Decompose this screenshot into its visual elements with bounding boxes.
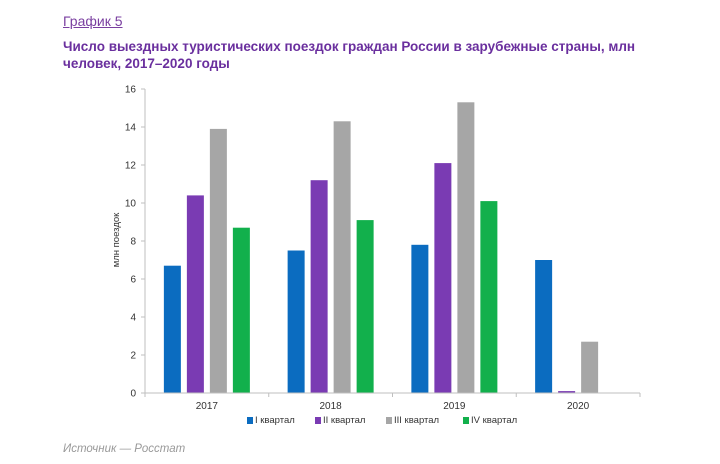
bar [333,121,351,394]
bar [535,260,553,393]
legend-label: III квартал [394,415,439,426]
bar [480,201,498,393]
bar [411,244,429,393]
bar [434,163,452,393]
y-tick-label: 12 [125,161,137,172]
legend-swatch [247,417,253,424]
bar [287,250,305,393]
y-tick-label: 10 [125,199,137,210]
source-note: Источник — Росстат [63,443,186,455]
y-tick-label: 6 [130,275,136,286]
y-axis: 0 2 4 6 8 10 12 14 16 [125,85,146,400]
y-tick-label: 16 [125,85,137,96]
y-tick-label: 14 [125,123,137,134]
bar [209,128,227,393]
y-tick-label: 8 [130,237,136,248]
x-tick-label: 2017 [196,401,219,412]
y-tick-label: 4 [130,313,136,324]
legend-label: IV квартал [471,415,517,426]
bar-chart: 0 2 4 6 8 10 12 14 16 2017 2018 2019 2020 I квартал… [111,85,641,426]
x-tick-label: 2018 [320,401,343,412]
legend-swatch [463,417,469,424]
figure-number: График 5 [63,13,123,29]
legend-label: I квартал [255,415,295,426]
bar [232,227,250,393]
x-tick-label: 2020 [567,401,590,412]
legend-swatch [386,417,392,424]
x-axis: 2017 2018 2019 2020 [144,392,641,412]
bar [186,195,204,393]
legend-label: II квартал [323,415,365,426]
legend-swatch [315,417,321,424]
y-tick-label: 0 [130,389,136,400]
bar [310,180,328,393]
bars [163,102,599,394]
bar [581,341,599,393]
bar [457,102,475,394]
bar [163,265,181,393]
y-axis-label: млн поездок [111,212,122,267]
y-tick-label: 2 [130,351,136,362]
legend: I квартал II квартал III квартал IV квартал [247,415,517,426]
chart-title: Число выездных туристических поездок гра… [63,39,636,71]
bar [558,391,576,393]
bar [356,220,374,393]
x-tick-label: 2019 [443,401,466,412]
